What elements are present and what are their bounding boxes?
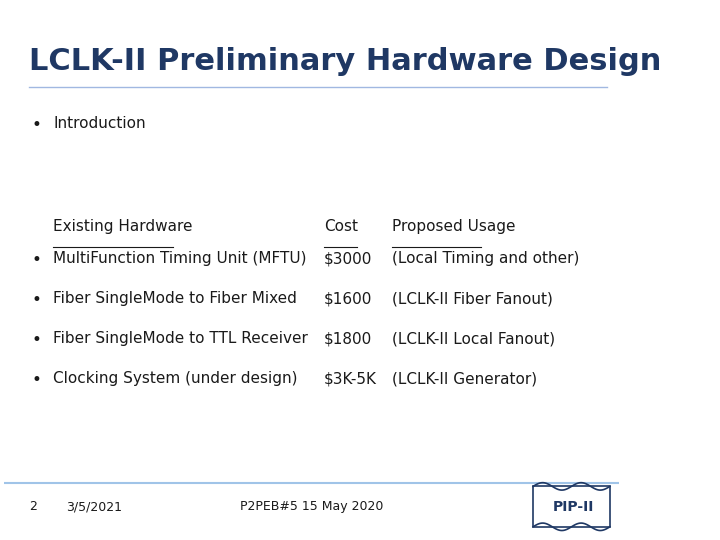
Text: (LCLK-II Generator): (LCLK-II Generator) [392,371,536,386]
Text: $1600: $1600 [324,291,372,306]
Text: $3K-5K: $3K-5K [324,371,377,386]
Text: (LCLK-II Local Fanout): (LCLK-II Local Fanout) [392,331,554,346]
Text: LCLK-II Preliminary Hardware Design: LCLK-II Preliminary Hardware Design [29,46,661,76]
FancyBboxPatch shape [533,487,610,527]
Text: •: • [32,291,42,309]
Text: PIP-II: PIP-II [552,500,594,514]
Text: •: • [32,252,42,269]
Text: $1800: $1800 [324,331,372,346]
Text: Introduction: Introduction [53,116,146,131]
Text: •: • [32,116,42,134]
Text: 3/5/2021: 3/5/2021 [66,500,122,513]
Text: •: • [32,371,42,389]
Text: •: • [32,331,42,349]
Text: P2PEB#5 15 May 2020: P2PEB#5 15 May 2020 [240,500,383,513]
Text: $3000: $3000 [324,252,372,266]
Text: (Local Timing and other): (Local Timing and other) [392,252,579,266]
Text: MultiFunction Timing Unit (MFTU): MultiFunction Timing Unit (MFTU) [53,252,307,266]
Text: Fiber SingleMode to TTL Receiver: Fiber SingleMode to TTL Receiver [53,331,308,346]
Text: Existing Hardware: Existing Hardware [53,219,193,234]
Text: Clocking System (under design): Clocking System (under design) [53,371,298,386]
Text: (LCLK-II Fiber Fanout): (LCLK-II Fiber Fanout) [392,291,552,306]
Text: Cost: Cost [324,219,358,234]
Text: 2: 2 [29,500,37,513]
Text: Fiber SingleMode to Fiber Mixed: Fiber SingleMode to Fiber Mixed [53,291,297,306]
Text: Proposed Usage: Proposed Usage [392,219,515,234]
